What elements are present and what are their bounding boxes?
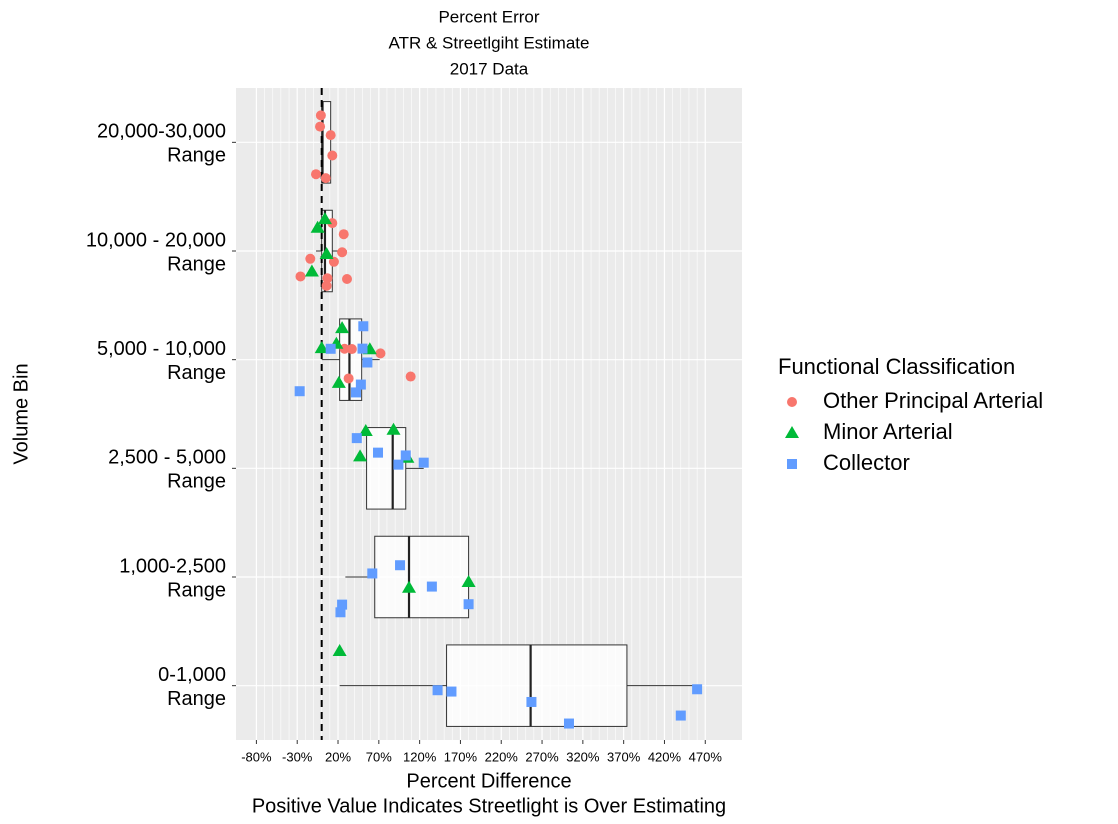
y-tick-label: Range	[167, 579, 226, 601]
x-tick-label: 270%	[525, 749, 559, 764]
x-tick-label: 20%	[325, 749, 351, 764]
point	[339, 343, 350, 354]
point	[386, 422, 401, 435]
legend-label: Other Principal Arterial	[823, 388, 1043, 413]
y-tick-label: Range	[167, 253, 226, 275]
box	[446, 644, 628, 727]
point	[322, 273, 333, 284]
legend-title: Functional Classification	[778, 354, 1015, 379]
point	[331, 375, 346, 388]
title-line: 2017 Data	[450, 59, 529, 78]
y-tick-label: Range	[167, 471, 226, 493]
y-axis-title: Volume Bin	[10, 363, 32, 464]
point	[332, 644, 347, 657]
y-tick-label: 10,000 - 20,000	[86, 229, 226, 251]
point	[358, 321, 369, 332]
point	[353, 449, 368, 462]
point	[367, 568, 378, 579]
marks	[294, 88, 703, 740]
point	[355, 379, 366, 390]
x-tick-label: 470%	[689, 749, 723, 764]
point	[351, 433, 362, 444]
y-tick-label: 1,000-2,500	[119, 555, 226, 577]
y-tick-label: 0-1,000	[158, 664, 226, 686]
x-tick-label: -30%	[282, 749, 313, 764]
point	[295, 271, 306, 282]
y-tick-label: 20,000-30,000	[97, 121, 226, 143]
point	[346, 344, 357, 355]
point	[341, 274, 352, 285]
point	[400, 450, 411, 461]
point	[335, 321, 350, 334]
point	[463, 599, 474, 610]
legend-key	[785, 426, 799, 438]
point	[357, 343, 368, 354]
x-axis-title: Positive Value Indicates Streetlight is …	[252, 795, 726, 817]
y-tick-label: Range	[167, 362, 226, 384]
point	[402, 580, 417, 593]
point	[335, 607, 346, 618]
point	[305, 253, 316, 264]
panel	[236, 88, 742, 740]
point	[314, 341, 329, 354]
point	[320, 173, 331, 184]
x-tick-label: 220%	[485, 749, 519, 764]
x-tick-label: 420%	[648, 749, 682, 764]
point	[315, 110, 326, 121]
point	[393, 459, 404, 470]
x-tick-label: 170%	[444, 749, 478, 764]
point	[319, 247, 334, 260]
point	[325, 130, 336, 141]
point	[350, 387, 361, 398]
point	[315, 121, 326, 132]
x-tick-label: 120%	[403, 749, 437, 764]
point	[692, 684, 703, 695]
x-tick-label: 70%	[366, 749, 392, 764]
point	[375, 348, 386, 359]
point	[325, 343, 336, 354]
point	[327, 150, 338, 161]
point	[432, 685, 443, 696]
y-tick-label: Range	[167, 145, 226, 167]
point	[362, 357, 373, 368]
point	[418, 457, 429, 468]
point	[343, 373, 354, 384]
point	[321, 280, 332, 291]
point	[337, 599, 348, 610]
legend-label: Minor Arterial	[823, 419, 953, 444]
point	[310, 169, 321, 180]
point	[675, 710, 686, 721]
x-axis-title: Percent Difference	[406, 770, 571, 792]
x-tick-label: 320%	[566, 749, 600, 764]
point	[338, 229, 349, 240]
point	[317, 212, 332, 225]
y-tick-label: 2,500 - 5,000	[108, 447, 226, 469]
legend-label: Collector	[823, 450, 910, 475]
title-line: ATR & Streetlgiht Estimate	[389, 33, 590, 52]
y-tick-label: Range	[167, 688, 226, 710]
title-line: Percent Error	[438, 7, 539, 26]
point	[426, 581, 437, 592]
x-tick-label: 370%	[607, 749, 641, 764]
point	[446, 686, 457, 697]
point	[337, 247, 348, 258]
point	[373, 447, 384, 458]
point	[328, 256, 339, 267]
y-tick-label: 5,000 - 10,000	[97, 338, 226, 360]
box	[374, 535, 470, 619]
legend-key	[787, 397, 797, 407]
point	[310, 220, 325, 233]
point	[294, 386, 305, 397]
point	[358, 424, 373, 437]
point	[304, 264, 319, 277]
x-tick-label: -80%	[241, 749, 272, 764]
point	[563, 718, 574, 729]
point	[405, 371, 416, 382]
point	[395, 560, 406, 571]
point	[526, 696, 537, 707]
point	[461, 575, 476, 588]
legend-key	[787, 459, 797, 469]
